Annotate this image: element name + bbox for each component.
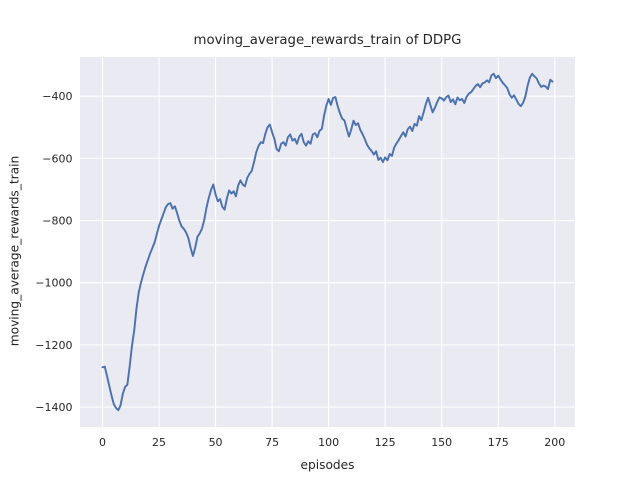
plot-background	[80, 57, 575, 427]
series-line	[101, 72, 554, 412]
x-tick-label: 175	[488, 436, 509, 449]
x-tick-label: 75	[265, 436, 279, 449]
x-tick-label: 25	[152, 436, 166, 449]
x-tick-label: 0	[99, 436, 106, 449]
rewards-line	[101, 72, 554, 412]
x-tick-labels: 0 25 50 75 100 125 150 175 200	[99, 436, 565, 449]
y-tick-label: −600	[42, 152, 72, 165]
y-tick-label: −1000	[35, 277, 72, 290]
y-tick-label: −1400	[35, 401, 72, 414]
plot-area	[80, 57, 575, 427]
chart-title: moving_average_rewards_train of DDPG	[194, 33, 462, 48]
chart-text: moving_average_rewards_train of DDPG epis…	[8, 33, 462, 472]
x-tick-label: 150	[431, 436, 452, 449]
y-axis-label: moving_average_rewards_train	[8, 156, 22, 347]
y-tick-label: −400	[42, 90, 72, 103]
x-tick-label: 100	[318, 436, 339, 449]
grid-lines	[80, 57, 575, 427]
y-tick-labels: −400 −600 −800 −1000 −1200 −1400	[35, 90, 72, 414]
y-tick-label: −800	[42, 215, 72, 228]
x-tick-label: 200	[544, 436, 565, 449]
y-tick-label: −1200	[35, 339, 72, 352]
x-tick-label: 125	[375, 436, 396, 449]
x-tick-label: 50	[209, 436, 223, 449]
x-axis-label: episodes	[300, 458, 354, 472]
